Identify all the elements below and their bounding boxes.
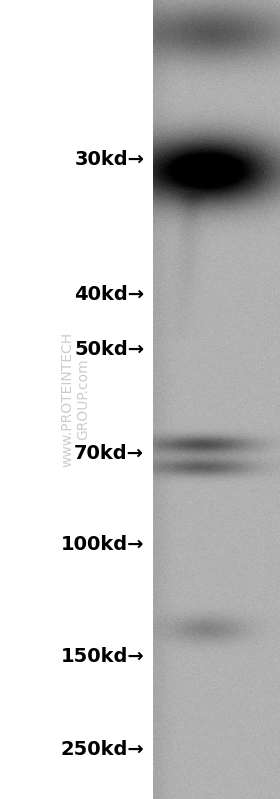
Text: www.PROTEINTECH
GROUP.com: www.PROTEINTECH GROUP.com bbox=[60, 332, 91, 467]
Text: 250kd→: 250kd→ bbox=[60, 740, 144, 759]
Text: 70kd→: 70kd→ bbox=[74, 444, 144, 463]
Text: 30kd→: 30kd→ bbox=[74, 150, 144, 169]
Text: 150kd→: 150kd→ bbox=[60, 647, 144, 666]
Text: 50kd→: 50kd→ bbox=[74, 340, 144, 360]
Text: 40kd→: 40kd→ bbox=[74, 284, 144, 304]
Text: 100kd→: 100kd→ bbox=[61, 535, 144, 555]
